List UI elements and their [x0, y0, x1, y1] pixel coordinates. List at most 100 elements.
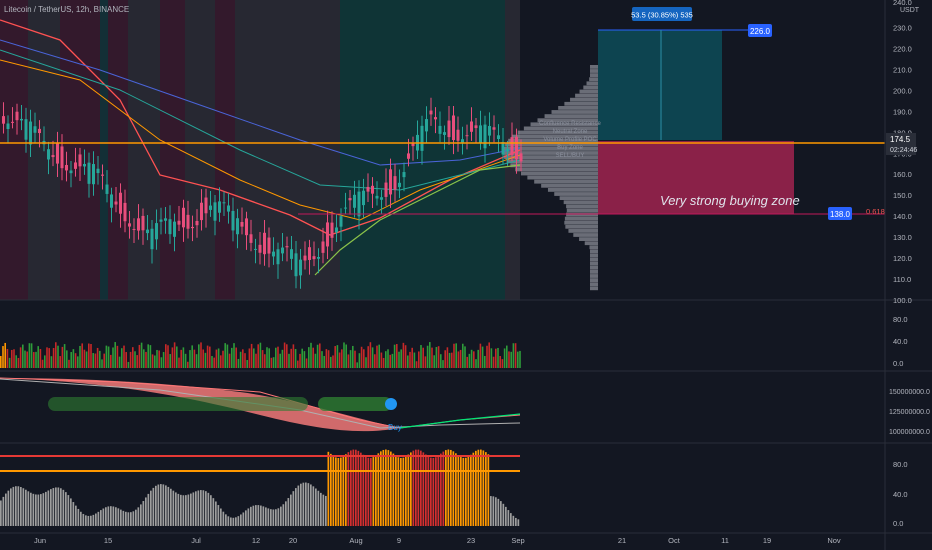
volume-bar	[195, 354, 198, 368]
osc2-bar	[112, 506, 115, 526]
candle-body	[335, 227, 338, 233]
profile-bar	[590, 69, 598, 73]
osc2-bar	[325, 495, 327, 526]
osc2-bar	[42, 493, 45, 526]
ma-orange	[0, 59, 521, 221]
target-badge	[748, 24, 772, 37]
volume-bar	[19, 347, 22, 368]
candle-body	[83, 163, 86, 167]
profile-bar	[590, 265, 598, 270]
volume-bar	[26, 351, 28, 368]
osc2-bar	[12, 486, 15, 526]
volume-bar	[497, 347, 499, 368]
candle-body	[227, 205, 230, 212]
osc2-bar	[387, 450, 390, 526]
volume-bar	[182, 347, 185, 368]
volume-bar	[470, 349, 473, 368]
osc2-bar	[457, 455, 460, 526]
volume-bar	[374, 354, 376, 368]
profile-bar	[590, 249, 598, 254]
profile-bar	[570, 97, 598, 102]
volume-bar	[233, 343, 235, 368]
profile-bar	[590, 286, 598, 291]
volume-bar	[231, 347, 233, 368]
osc2-bar	[502, 503, 505, 526]
candle-body	[389, 169, 392, 195]
profile-bar	[589, 77, 598, 82]
candle-body	[191, 226, 194, 229]
volume-bar	[479, 343, 482, 368]
candle-body	[353, 194, 356, 208]
volume-bar	[61, 346, 64, 368]
candle-body	[317, 256, 320, 259]
regime-band	[0, 0, 28, 300]
candle-body	[263, 232, 266, 255]
volume-bar	[101, 359, 103, 368]
current-price-label: 174.5	[890, 135, 911, 144]
profile-bar	[503, 147, 598, 151]
candle-body	[209, 205, 212, 210]
osc2-bar	[480, 449, 482, 526]
candle-body	[411, 143, 415, 147]
volume-bar	[508, 351, 510, 368]
osc2-bar	[232, 517, 235, 526]
time-tick-label: Oct	[668, 536, 681, 545]
volume-bar	[228, 353, 231, 368]
volume-bar	[255, 353, 257, 368]
buy-signal-label: Buy	[388, 423, 402, 432]
osc2-bar	[362, 454, 365, 526]
osc2-bar	[355, 449, 357, 526]
volume-bar	[248, 348, 251, 368]
osc2-bar	[90, 515, 92, 526]
volume-bar	[457, 351, 460, 368]
candle-body	[177, 220, 181, 225]
osc2-bar	[140, 504, 142, 526]
candle-body	[425, 119, 428, 132]
profile-bar	[554, 192, 598, 196]
volume-bar	[316, 344, 319, 368]
osc2-bar	[370, 457, 372, 526]
volume-bar	[77, 356, 79, 368]
regime-band	[108, 0, 128, 300]
volume-bar	[140, 342, 143, 368]
candle-body	[168, 219, 172, 235]
osc2-bar	[250, 506, 252, 526]
profile-note: Neutral Zone	[553, 129, 588, 135]
osc2-bar	[497, 498, 500, 526]
candle-body	[65, 165, 68, 171]
time-axis[interactable]: Jun 15 Jul 12 20 Aug 9 23 Sep 21 Oct 11 19 Nov	[34, 536, 841, 545]
volume-bar	[398, 351, 400, 368]
price-tick-label: 120.0	[893, 254, 912, 263]
osc2-bar	[307, 483, 310, 526]
volume-bar	[24, 350, 26, 368]
osc2-bar	[455, 453, 457, 526]
osc2-bar	[395, 455, 397, 526]
osc2-bar	[450, 449, 452, 526]
candle-body	[87, 162, 91, 184]
volume-bar	[387, 349, 389, 368]
volume-bar	[13, 349, 15, 368]
osc2-bar	[405, 456, 407, 526]
volume-bar	[358, 353, 361, 368]
profile-bar	[564, 101, 598, 106]
volume-bar	[459, 349, 462, 368]
candle-body	[303, 255, 307, 261]
candle-body	[2, 116, 5, 124]
price-tick-label: 240.0	[893, 0, 912, 7]
candle-body	[195, 220, 199, 226]
osc2-bar	[487, 454, 490, 526]
osc2-bar	[430, 457, 432, 526]
volume-bar	[259, 342, 262, 368]
candle-body	[110, 194, 113, 208]
time-tick-label: 19	[763, 536, 771, 545]
candle-body	[321, 241, 325, 253]
volume-bars	[0, 342, 521, 368]
volume-bar	[151, 354, 154, 368]
osc2-bar	[125, 511, 127, 526]
volume-bar	[288, 353, 290, 368]
time-tick-label: 21	[618, 536, 626, 545]
fib-label: 0.618	[866, 207, 885, 216]
volume-bar	[79, 345, 81, 368]
volume-bar	[466, 356, 468, 368]
